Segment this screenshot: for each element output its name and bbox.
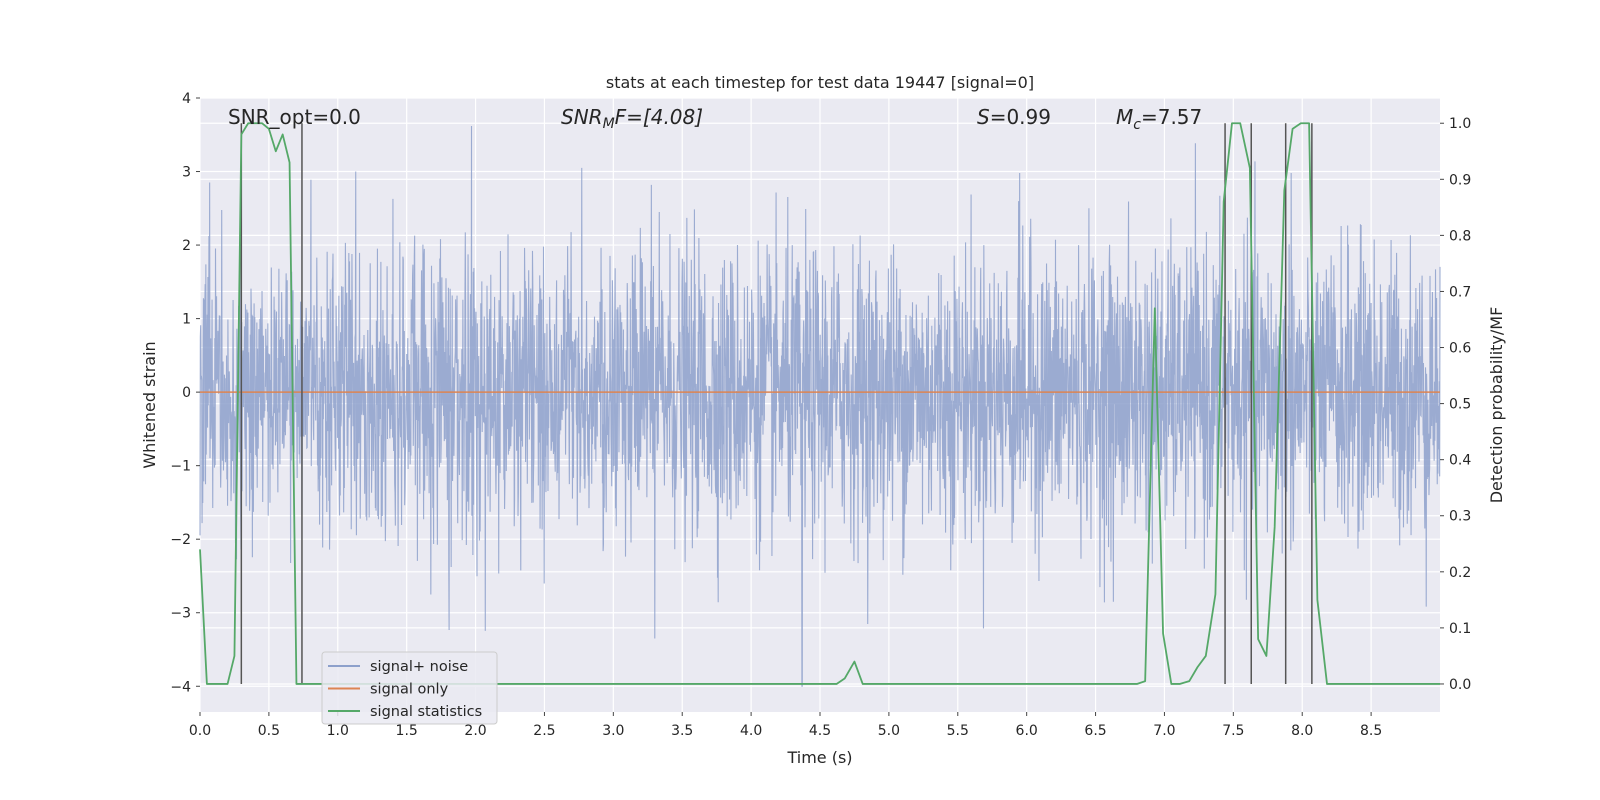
x-tick-label: 5.0 <box>878 723 900 739</box>
tick-labels: 0.0 0.5 1.0 1.5 2.0 2.5 3.0 3.5 4.0 4.5 5.0 5.5 6.0 6… <box>170 91 1471 739</box>
x-tick-label: 0.0 <box>189 723 211 739</box>
y-axis-label-right: Detection probability/MF <box>1487 307 1506 504</box>
snr-mf-rest: F=[4.08] <box>615 105 703 129</box>
snr-mf-subscript: M <box>603 116 615 132</box>
y-tick-label: 2 <box>182 238 191 254</box>
snr-mf-annotation: SNRMF=[4.08] <box>561 105 703 132</box>
x-axis-label: Time (s) <box>786 748 852 767</box>
snr-opt-annotation: SNR_opt=0.0 <box>228 105 361 129</box>
x-tick-label: 7.0 <box>1153 723 1175 739</box>
y-tick-label: 1 <box>182 312 191 328</box>
x-tick-label: 7.5 <box>1222 723 1244 739</box>
y-tick-label-right: 0.1 <box>1449 621 1471 637</box>
legend-box <box>321 651 498 725</box>
s-annotation: S=0.99 <box>977 105 1051 129</box>
mc-value: =7.57 <box>1141 105 1202 129</box>
noise-trace <box>199 125 1441 687</box>
x-tick-label: 1.5 <box>396 723 418 739</box>
y-tick-label: 3 <box>182 165 191 181</box>
x-tick-label: 8.5 <box>1360 723 1382 739</box>
mc-symbol: M <box>1116 105 1133 129</box>
y-tick-label-right: 0.6 <box>1449 341 1471 357</box>
s-symbol: S <box>977 105 990 129</box>
snr-mf-symbol: SNR <box>561 105 603 129</box>
y-tick-label: −4 <box>170 679 191 695</box>
x-tick-label: 2.0 <box>464 723 486 739</box>
mc-subscript: c <box>1133 117 1141 133</box>
y-tick-label-right: 0.3 <box>1449 509 1471 525</box>
y-tick-label: −2 <box>170 532 191 548</box>
y-tick-label-right: 1.0 <box>1449 116 1471 132</box>
x-tick-label: 2.5 <box>533 723 555 739</box>
y-tick-label-right: 0.2 <box>1449 565 1471 581</box>
x-tick-label: 5.5 <box>947 723 969 739</box>
signal-statistics-line <box>199 122 1440 685</box>
mc-annotation: Mc=7.57 <box>1116 105 1202 133</box>
x-tick-label: 3.0 <box>602 723 624 739</box>
y-tick-label-right: 0.7 <box>1449 284 1471 300</box>
y-tick-label: −3 <box>170 606 191 622</box>
legend-label-signal-noise: signal+ noise <box>370 659 468 675</box>
x-tick-label: 0.5 <box>258 723 280 739</box>
y-tick-label-right: 0.4 <box>1449 453 1471 469</box>
detection-vlines <box>240 123 1313 684</box>
y-tick-label-right: 0.8 <box>1449 228 1471 244</box>
y-axis-label: Whitened strain <box>140 341 159 468</box>
y-tick-label: −1 <box>170 459 191 475</box>
y-tick-label-right: 0.0 <box>1449 677 1471 693</box>
x-tick-label: 8.0 <box>1291 723 1313 739</box>
y-tick-label: 4 <box>182 91 191 107</box>
y-tick-label-right: 0.5 <box>1449 397 1471 413</box>
x-tick-label: 4.0 <box>740 723 762 739</box>
x-tick-label: 6.0 <box>1016 723 1038 739</box>
x-tick-label: 6.5 <box>1084 723 1106 739</box>
legend-label-signal-only: signal only <box>370 682 449 698</box>
y-tick-label: 0 <box>182 385 191 401</box>
x-tick-label: 3.5 <box>671 723 693 739</box>
y-tick-label-right: 0.9 <box>1449 172 1471 188</box>
chart-title: stats at each timestep for test data 194… <box>606 73 1034 92</box>
signal-statistics-series <box>199 122 1440 685</box>
x-tick-label: 1.0 <box>327 723 349 739</box>
noise-series <box>199 125 1441 687</box>
s-value: =0.99 <box>990 105 1051 129</box>
legend-label-signal-statistics: signal statistics <box>370 704 482 720</box>
chart-legend: signal+ noise signal only signal statist… <box>321 651 498 725</box>
x-tick-label: 4.5 <box>809 723 831 739</box>
